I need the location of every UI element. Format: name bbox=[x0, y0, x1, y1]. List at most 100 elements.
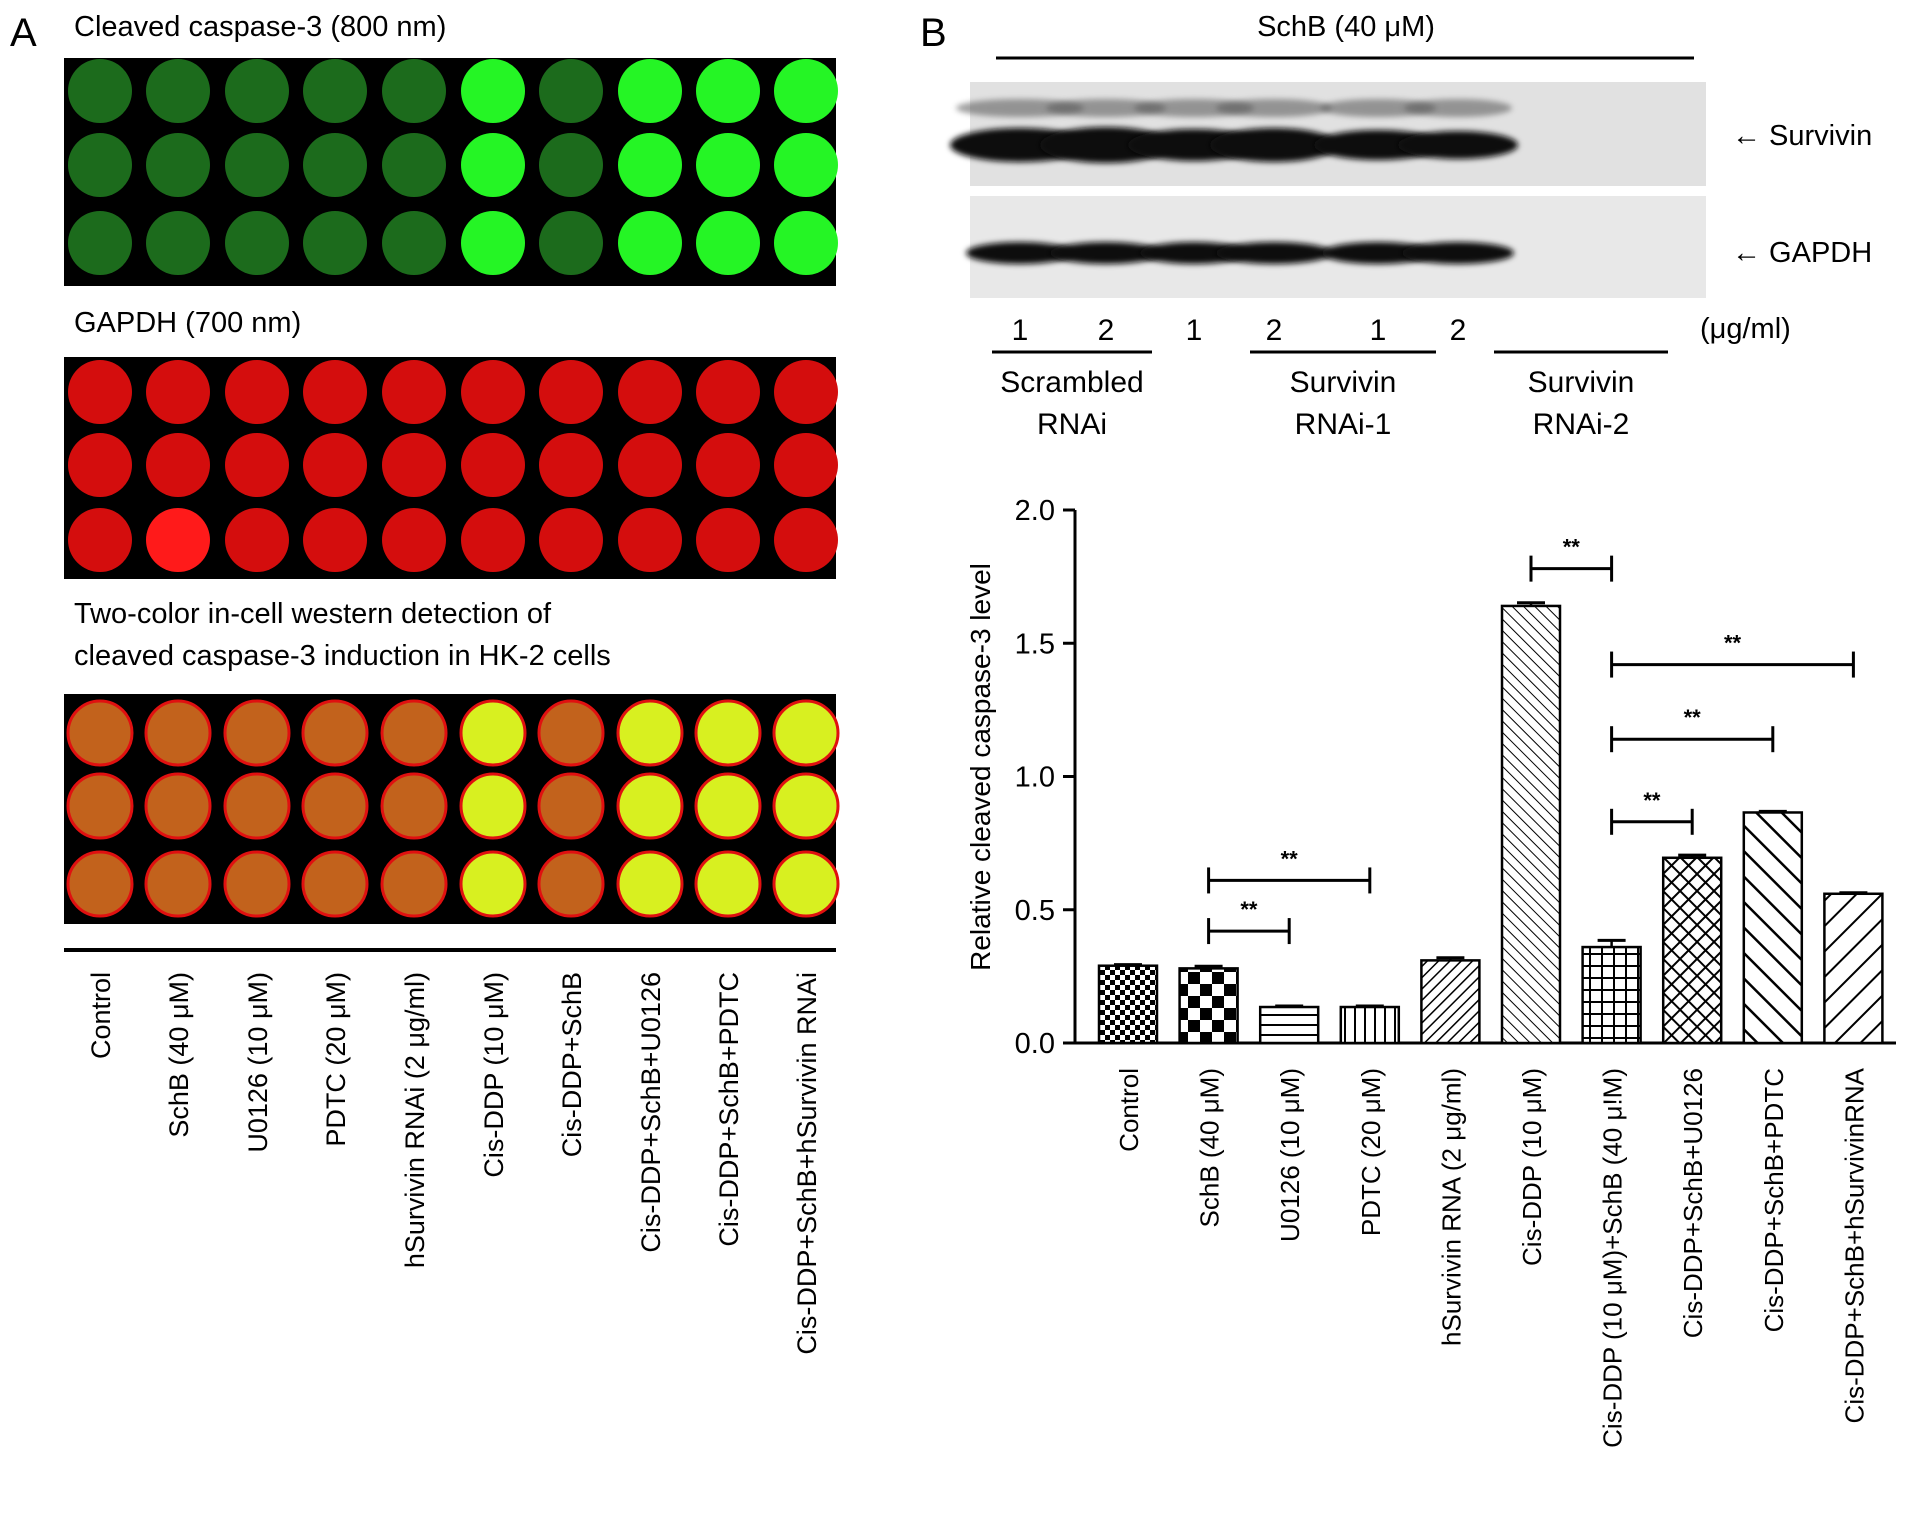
well bbox=[618, 133, 682, 197]
x-tick-label: Cis-DDP+SchB+hSurvivinRNA bbox=[1839, 1067, 1869, 1423]
well bbox=[774, 133, 838, 197]
column-label: Cis-DDP+SchB+PDTC bbox=[714, 972, 744, 1247]
well bbox=[68, 133, 132, 197]
well-rim bbox=[537, 772, 605, 840]
well bbox=[696, 360, 760, 424]
survivin-band-label: ← Survivin bbox=[1732, 120, 1872, 152]
well bbox=[618, 211, 682, 275]
well bbox=[303, 433, 367, 497]
column-label: Cis-DDP+SchB+U0126 bbox=[636, 972, 666, 1253]
well bbox=[382, 133, 446, 197]
bar bbox=[1420, 959, 1481, 1045]
well bbox=[68, 59, 132, 123]
well bbox=[382, 360, 446, 424]
blot-group-labels: Scrambled RNAi Survivin RNAi-1 Survivin RNAi-… bbox=[992, 350, 1668, 441]
well bbox=[774, 360, 838, 424]
well bbox=[146, 133, 210, 197]
lane-unit: (μg/ml) bbox=[1700, 313, 1791, 345]
well-rim bbox=[301, 699, 369, 767]
x-tick-label: hSurvivin RNA (2 μg/ml) bbox=[1436, 1068, 1466, 1346]
well bbox=[461, 701, 525, 765]
well bbox=[303, 133, 367, 197]
lane-numbers: 1 2 1 2 1 2 bbox=[1012, 314, 1467, 347]
lane-number: 1 bbox=[1012, 314, 1029, 347]
well bbox=[303, 774, 367, 838]
well bbox=[146, 433, 210, 497]
significance-label: ** bbox=[1643, 788, 1661, 813]
well bbox=[696, 508, 760, 572]
well bbox=[225, 211, 289, 275]
x-tick-label: SchB (40 μM) bbox=[1195, 1068, 1225, 1227]
well bbox=[696, 211, 760, 275]
bar bbox=[1661, 856, 1723, 1045]
well-rim bbox=[694, 850, 762, 918]
y-tick-label: 0.5 bbox=[1015, 895, 1055, 927]
well-rim bbox=[616, 850, 684, 918]
group-label: Survivin bbox=[1290, 366, 1397, 399]
column-label: Cis-DDP (10 μM) bbox=[479, 972, 509, 1178]
well bbox=[696, 774, 760, 838]
bar bbox=[1178, 967, 1239, 1045]
well bbox=[146, 59, 210, 123]
well bbox=[382, 433, 446, 497]
survivin-upper-band bbox=[956, 99, 1084, 117]
survivin-band bbox=[1398, 131, 1518, 159]
well bbox=[539, 701, 603, 765]
lane-number: 2 bbox=[1098, 314, 1115, 347]
well bbox=[225, 433, 289, 497]
blot-survivin bbox=[950, 82, 1706, 186]
well-rim bbox=[66, 850, 134, 918]
blot-treatment-label: SchB (40 μM) bbox=[1257, 11, 1435, 43]
well-rim bbox=[144, 699, 212, 767]
survivin-upper-band bbox=[1404, 99, 1512, 117]
well bbox=[618, 433, 682, 497]
well bbox=[774, 508, 838, 572]
well bbox=[539, 133, 603, 197]
well-rim bbox=[459, 772, 527, 840]
well-rim bbox=[223, 850, 291, 918]
well bbox=[68, 852, 132, 916]
well bbox=[774, 852, 838, 916]
well bbox=[696, 133, 760, 197]
gapdh-band bbox=[966, 242, 1074, 264]
well bbox=[303, 701, 367, 765]
panel-b-letter: B bbox=[920, 11, 947, 55]
well bbox=[774, 701, 838, 765]
x-tick-label: Cis-DDP+SchB+U0126 bbox=[1678, 1068, 1708, 1338]
well-rim bbox=[616, 699, 684, 767]
gapdh-band bbox=[1216, 242, 1332, 264]
well bbox=[382, 701, 446, 765]
well-rim bbox=[772, 850, 840, 918]
well bbox=[696, 852, 760, 916]
well bbox=[382, 774, 446, 838]
well-rim bbox=[380, 850, 448, 918]
well bbox=[696, 59, 760, 123]
well bbox=[303, 508, 367, 572]
x-tick-label: Cis-DDP+SchB+PDTC bbox=[1759, 1068, 1789, 1332]
significance-label: ** bbox=[1563, 535, 1581, 560]
well bbox=[382, 508, 446, 572]
well-rim bbox=[459, 850, 527, 918]
well bbox=[146, 360, 210, 424]
well bbox=[461, 59, 525, 123]
bar bbox=[1258, 1005, 1320, 1045]
bar bbox=[1823, 892, 1884, 1045]
well-rim bbox=[772, 772, 840, 840]
group-label: RNAi-2 bbox=[1533, 408, 1630, 441]
x-tick-label: Cis-DDP (10 μM)+SchB (40 μ!M) bbox=[1598, 1068, 1628, 1448]
group-label: RNAi bbox=[1037, 408, 1107, 441]
well bbox=[539, 433, 603, 497]
gapdh-band bbox=[1140, 242, 1248, 264]
well bbox=[225, 59, 289, 123]
well bbox=[225, 508, 289, 572]
gapdh-band bbox=[1322, 242, 1434, 264]
well bbox=[618, 774, 682, 838]
well-rim bbox=[223, 772, 291, 840]
well bbox=[146, 701, 210, 765]
significance-label: ** bbox=[1281, 846, 1299, 871]
x-tick-label: Cis-DDP (10 μM) bbox=[1517, 1068, 1547, 1266]
well bbox=[539, 852, 603, 916]
bar bbox=[1742, 811, 1804, 1045]
column-label: U0126 (10 μM) bbox=[243, 972, 273, 1153]
survivin-upper-band bbox=[1216, 99, 1332, 117]
